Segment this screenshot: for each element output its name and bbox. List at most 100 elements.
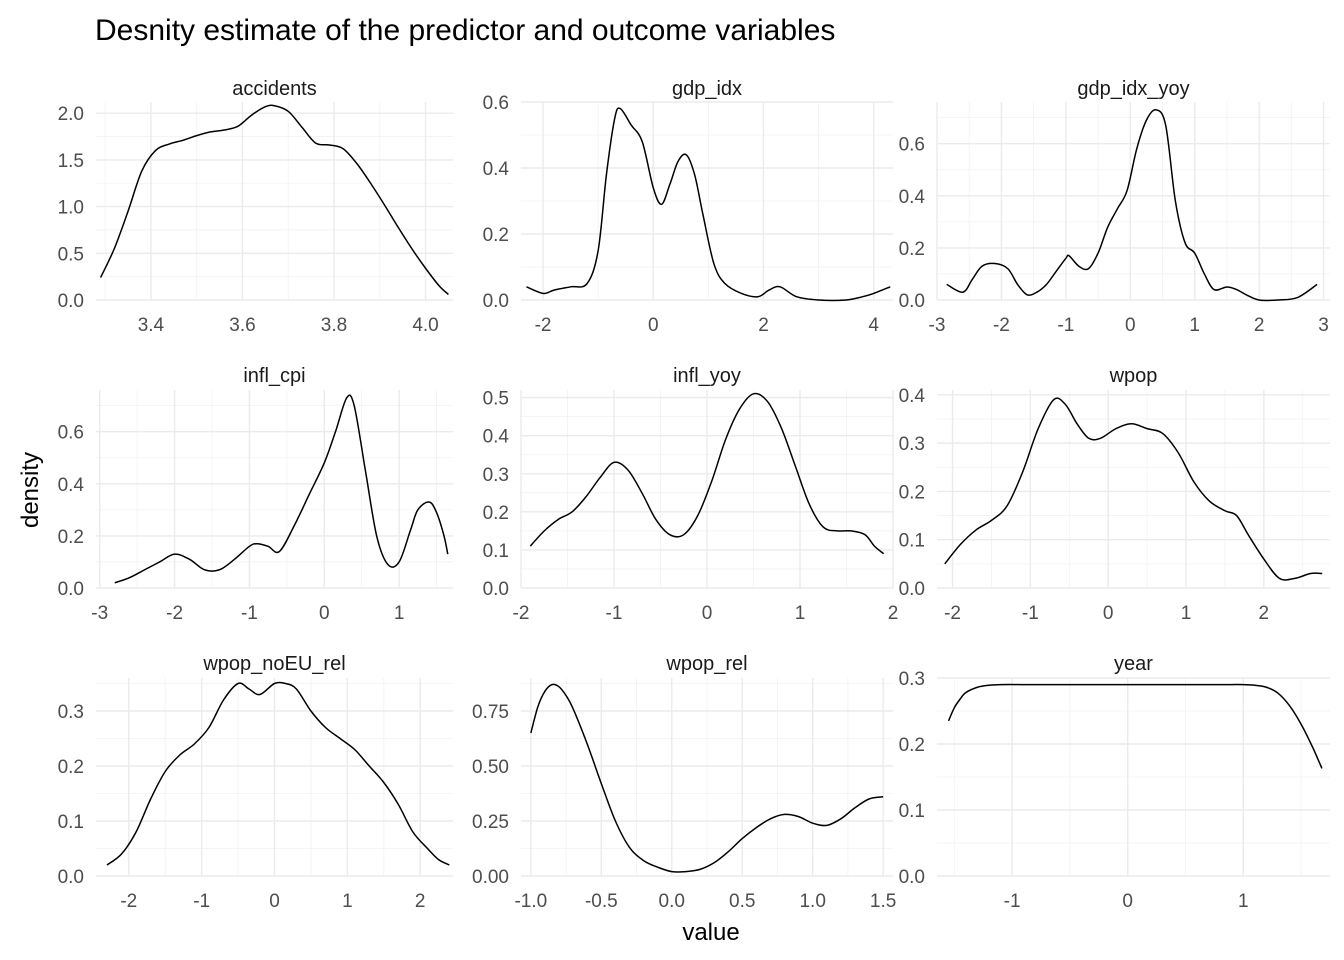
y-tick-label: 0.2 [58,757,84,778]
facet-strip-label: wpop_noEU_rel [202,653,345,675]
x-tick-label: 3 [1318,315,1329,336]
facet-panel-accidents: 3.4 3.6 3.8 4.0 0.0 0.5 1.0 1.5 2.0 accidents [58,78,453,336]
y-tick-label: 0.0 [899,867,925,888]
x-tick-label: 2 [758,315,769,336]
density-curve-wpop_rel [530,683,884,873]
y-tick-label: 0.2 [483,225,509,246]
y-tick-label: 0.0 [899,291,925,312]
y-tick-label: 0.4 [483,427,510,448]
x-tick-label: 3.6 [229,315,255,336]
y-tick-label: 0.4 [899,386,926,407]
density-curve-gdp_idx [526,107,891,302]
x-tick-label: 0 [1125,315,1136,336]
x-tick-label: -2 [120,891,137,912]
y-tick-label: 0.1 [483,541,509,562]
density-curve-infl_cpi [114,394,449,584]
x-tick-label: -1 [1057,315,1074,336]
facet-panels: 3.4 3.6 3.8 4.0 0.0 0.5 1.0 1.5 2.0 accidents -2 0 2… [58,78,1330,912]
y-tick-label: 0.1 [899,531,925,552]
x-tick-label: -1.0 [514,891,547,912]
y-tick-label: 0.6 [899,135,925,156]
x-tick-label: 4.0 [412,315,438,336]
facet-strip-label: wpop_rel [665,653,747,675]
x-tick-label: 0 [269,891,280,912]
facet-strip-label: infl_yoy [673,365,741,387]
x-tick-label: 1 [394,603,405,624]
y-tick-label: 0.0 [899,579,925,600]
facet-panel-gdp_idx_yoy: -3 -2 -1 0 1 2 3 0.0 0.2 0.4 0.6 gdp_idx_yoy [899,78,1330,336]
y-tick-label: 0.2 [899,735,925,756]
x-tick-label: 0 [648,315,659,336]
facet-strip-label: accidents [232,78,317,100]
density-curve-wpop [944,397,1323,581]
y-tick-label: 0.25 [472,812,509,833]
x-tick-label: -3 [91,603,108,624]
x-tick-label: 1.0 [799,891,825,912]
facet-strip-label: gdp_idx [672,78,742,100]
x-tick-label: -0.5 [585,891,618,912]
y-tick-label: 0.3 [899,669,925,690]
x-tick-label: 3.4 [138,315,165,336]
x-tick-label: 1 [1238,891,1249,912]
y-tick-label: 0.00 [472,867,509,888]
x-tick-label: 0 [319,603,330,624]
x-tick-label: 2 [1259,603,1270,624]
facet-strip-label: gdp_idx_yoy [1077,78,1189,100]
chart-title: Desnity estimate of the predictor and ou… [95,14,835,47]
y-tick-label: 0.75 [472,702,509,723]
facet-panel-gdp_idx: -2 0 2 4 0.0 0.2 0.4 0.6 gdp_idx [483,78,893,336]
facet-panel-year: -1 0 1 0.0 0.1 0.2 0.3 year [899,653,1330,912]
y-tick-label: 0.4 [58,475,85,496]
facet-panel-infl_cpi: -3 -2 -1 0 1 0.0 0.2 0.4 0.6 infl_cpi [58,365,453,624]
y-tick-label: 0.50 [472,757,509,778]
density-curve-year [947,683,1323,769]
x-tick-label: 1 [795,603,806,624]
y-tick-label: 0.6 [58,423,84,444]
y-tick-label: 0.6 [483,93,509,114]
x-tick-label: 1 [1181,603,1192,624]
y-axis-title: density [17,452,44,528]
x-tick-label: 1 [1189,315,1200,336]
y-tick-label: 0.2 [58,527,84,548]
y-tick-label: 0.0 [58,291,84,312]
y-tick-label: 1.0 [58,198,84,219]
x-tick-label: 1 [342,891,353,912]
y-tick-label: 0.0 [58,867,84,888]
x-tick-label: -1 [193,891,210,912]
y-tick-label: 2.0 [58,104,84,125]
y-tick-label: 1.5 [58,151,84,172]
y-tick-label: 0.3 [483,465,509,486]
facet-strip-label: infl_cpi [243,365,305,387]
x-tick-label: 0.0 [659,891,685,912]
y-tick-label: 0.1 [58,812,84,833]
x-tick-label: -1 [1004,891,1021,912]
x-tick-label: -2 [535,315,552,336]
y-tick-label: 0.1 [899,801,925,822]
y-tick-label: 0.3 [899,434,925,455]
x-tick-label: -1 [1022,603,1039,624]
x-tick-label: 4 [868,315,879,336]
y-tick-label: 0.5 [58,244,84,265]
x-tick-label: 0 [702,603,713,624]
x-tick-label: -2 [166,603,183,624]
density-curve-accidents [99,104,449,295]
facet-panel-wpop_noEU_rel: -2 -1 0 1 2 0.0 0.1 0.2 0.3 wpop_noEU_rel [58,653,453,912]
x-tick-label: 2 [1254,315,1265,336]
facet-panel-infl_yoy: -2 -1 0 1 2 0.0 0.1 0.2 0.3 0.4 0.5 infl_yoy [483,365,899,624]
x-tick-label: -2 [944,603,961,624]
density-curve-infl_yoy [529,392,885,555]
y-tick-label: 0.0 [483,291,509,312]
facet-strip-label: year [1114,653,1153,675]
y-tick-label: 0.0 [58,579,84,600]
y-tick-label: 0.0 [483,579,509,600]
x-tick-label: 2 [888,603,899,624]
facet-panel-wpop_rel: -1.0 -0.5 0.0 0.5 1.0 1.5 0.00 0.25 0.50 0.75 wpop… [472,653,896,912]
x-tick-label: -2 [993,315,1010,336]
x-tick-label: -1 [241,603,258,624]
x-tick-label: -2 [513,603,530,624]
facet-strip-label: wpop [1109,365,1158,387]
x-tick-label: 0.5 [729,891,755,912]
y-tick-label: 0.4 [899,187,926,208]
